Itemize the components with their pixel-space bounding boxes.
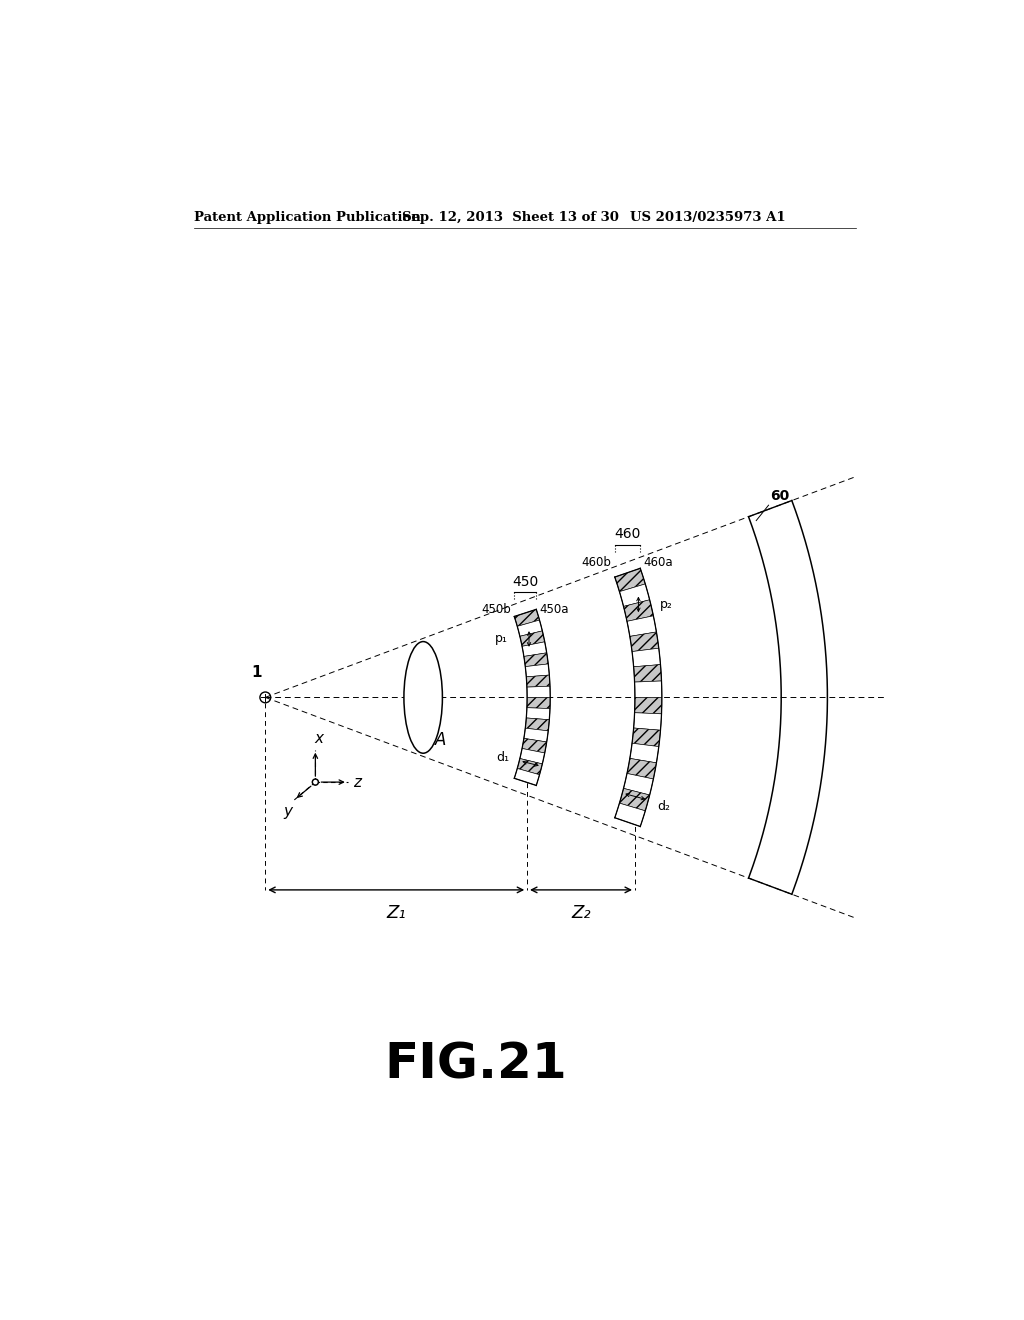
Polygon shape <box>524 729 548 742</box>
Polygon shape <box>634 713 662 730</box>
Polygon shape <box>620 583 649 606</box>
Polygon shape <box>526 675 550 688</box>
Polygon shape <box>632 648 660 667</box>
Polygon shape <box>526 708 550 719</box>
Polygon shape <box>634 664 662 682</box>
Polygon shape <box>522 642 547 656</box>
Polygon shape <box>627 616 656 636</box>
Ellipse shape <box>403 642 442 754</box>
Polygon shape <box>522 738 547 752</box>
Text: US 2013/0235973 A1: US 2013/0235973 A1 <box>630 211 785 224</box>
Polygon shape <box>630 632 658 652</box>
Text: y: y <box>284 804 293 818</box>
Polygon shape <box>514 768 540 785</box>
Text: 460b: 460b <box>582 556 611 569</box>
Polygon shape <box>620 788 649 810</box>
Text: 60: 60 <box>770 488 790 503</box>
Polygon shape <box>517 759 543 775</box>
Polygon shape <box>525 718 549 731</box>
Circle shape <box>313 780 316 784</box>
Polygon shape <box>525 664 549 677</box>
Text: x: x <box>314 731 323 746</box>
Text: FIG.21: FIG.21 <box>385 1040 567 1088</box>
Text: Patent Application Publication: Patent Application Publication <box>194 211 421 224</box>
Text: 460: 460 <box>614 528 641 541</box>
Polygon shape <box>614 803 645 826</box>
Polygon shape <box>527 686 550 697</box>
Text: d₂: d₂ <box>656 800 670 813</box>
Text: 450: 450 <box>512 574 539 589</box>
Polygon shape <box>517 620 543 636</box>
Polygon shape <box>630 743 658 763</box>
Text: p₂: p₂ <box>660 598 673 611</box>
Text: Z₂: Z₂ <box>571 904 591 921</box>
Text: 450b: 450b <box>481 603 511 616</box>
Polygon shape <box>614 569 645 591</box>
Text: 450a: 450a <box>540 603 569 616</box>
Polygon shape <box>520 748 545 764</box>
Polygon shape <box>635 681 662 697</box>
Text: Sep. 12, 2013  Sheet 13 of 30: Sep. 12, 2013 Sheet 13 of 30 <box>401 211 618 224</box>
Polygon shape <box>624 599 653 622</box>
Polygon shape <box>527 697 550 709</box>
Text: Z₁: Z₁ <box>386 904 407 921</box>
Text: 460a: 460a <box>643 556 673 569</box>
Polygon shape <box>632 729 660 747</box>
Circle shape <box>312 779 318 785</box>
Polygon shape <box>514 610 540 626</box>
Text: 1: 1 <box>251 665 261 681</box>
Text: d₁: d₁ <box>496 751 509 764</box>
Polygon shape <box>524 653 548 667</box>
Text: A: A <box>434 731 445 748</box>
Polygon shape <box>624 774 653 795</box>
Text: z: z <box>353 775 361 791</box>
Polygon shape <box>520 631 545 647</box>
Text: p₁: p₁ <box>495 632 508 645</box>
Polygon shape <box>635 697 662 714</box>
Polygon shape <box>627 759 656 779</box>
